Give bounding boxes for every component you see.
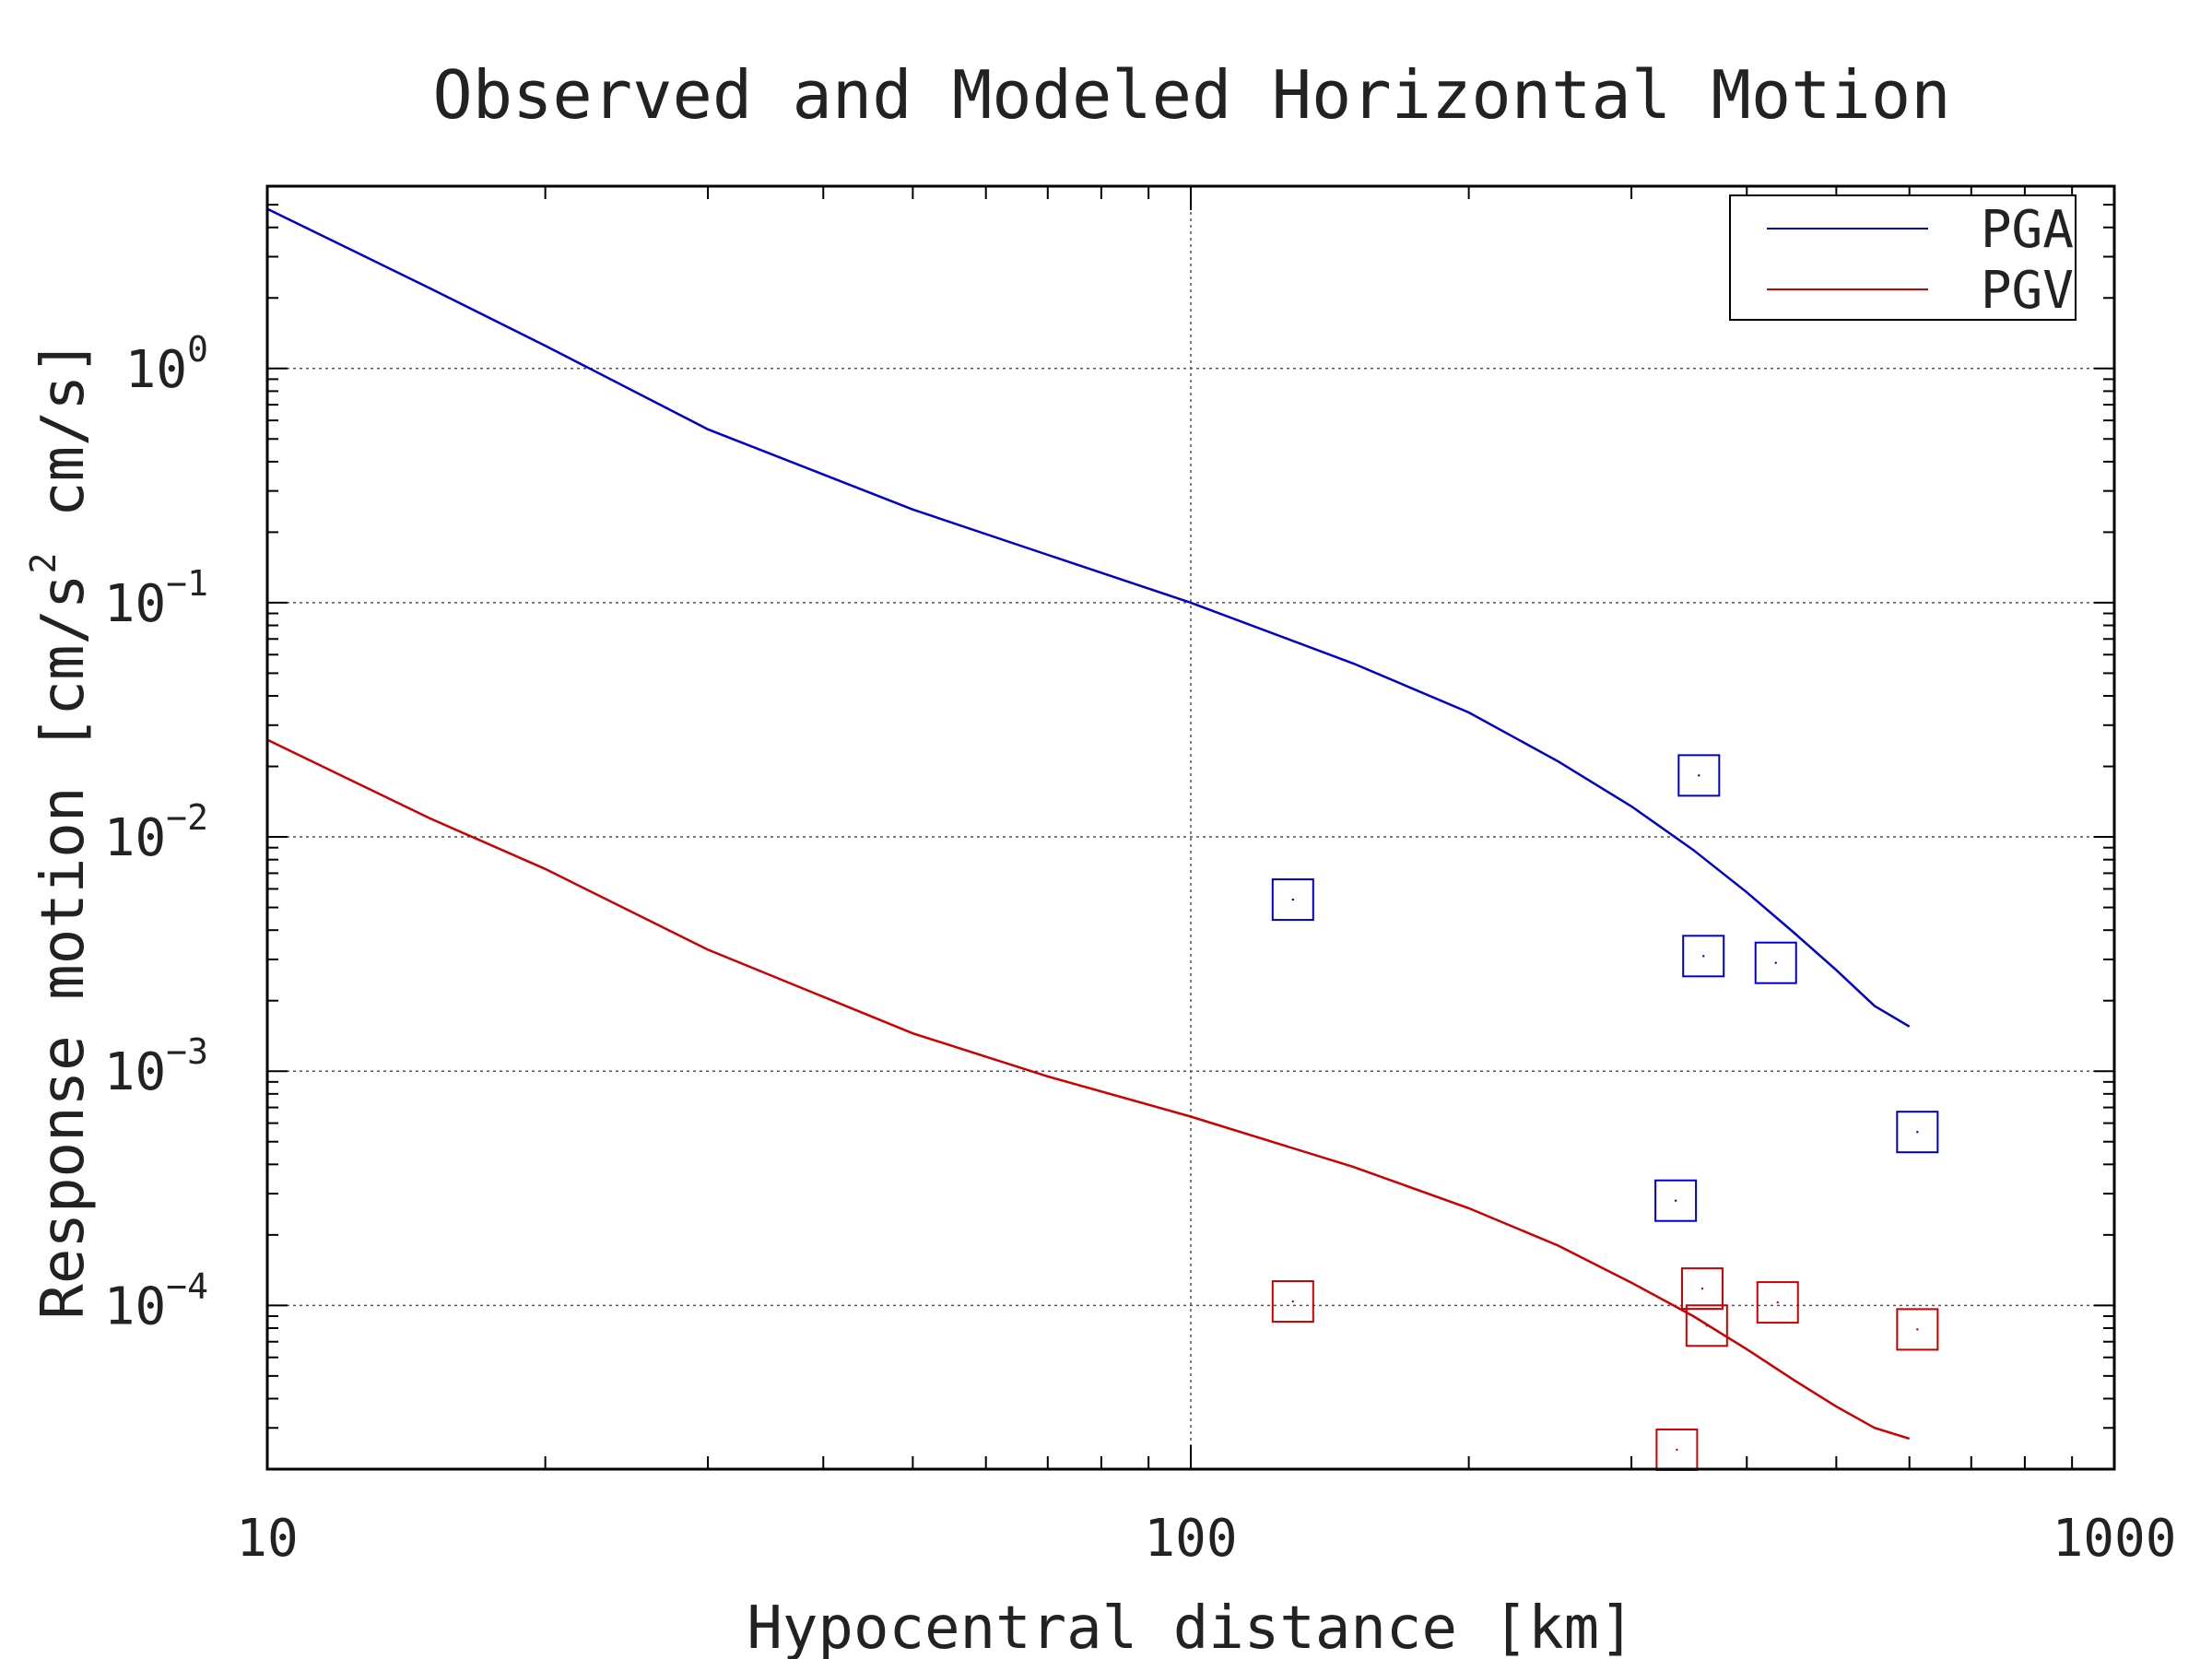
series-line-pga [266, 207, 1911, 1028]
y-tick-label-base: 10 [125, 340, 187, 400]
chart-title: Observed and Modeled Horizontal Motion [432, 56, 1950, 134]
y-axis-label-suffix: cm/s] [29, 339, 98, 552]
x-tick-label: 10 [236, 1509, 298, 1569]
series-line-pgv [266, 738, 1911, 1441]
minor-ticks [266, 186, 2115, 1469]
x-axis-label: Hypocentral distance [km] [747, 1594, 1634, 1659]
observed-marker-pga [1754, 941, 1797, 984]
y-tick-label: 10−4 [104, 1265, 208, 1336]
observed-marker-center [1702, 955, 1705, 958]
y-tick-label: 100 [125, 329, 208, 400]
y-tick-label-exp: −1 [166, 563, 208, 604]
legend-label-pga: PGA [1981, 200, 2074, 260]
observed-marker-center [1705, 1324, 1709, 1327]
observed-marker-center [1676, 1448, 1678, 1452]
observed-marker-pga [1896, 1111, 1939, 1154]
observed-marker-pga [1682, 935, 1725, 978]
legend-label-pgv: PGV [1981, 261, 2074, 321]
observed-marker-pga [1271, 878, 1314, 922]
observed-marker-center [1916, 1328, 1919, 1331]
y-axis-label-sup: 2 [23, 553, 64, 574]
observed-marker-center [1291, 1300, 1295, 1303]
observed-marker-pgv [1685, 1304, 1728, 1347]
observed-marker-center [1700, 1287, 1704, 1290]
observed-marker-pgv [1271, 1280, 1314, 1324]
observed-marker-pgv [1896, 1308, 1939, 1351]
observed-marker-center [1916, 1130, 1919, 1134]
observed-marker-pga [1677, 754, 1721, 797]
y-tick-label: 10−2 [104, 797, 208, 868]
observed-marker-center [1291, 898, 1295, 901]
y-tick-label-exp: −4 [166, 1265, 208, 1306]
y-tick-label: 10−3 [104, 1031, 208, 1102]
observed-marker-pgv [1680, 1267, 1724, 1311]
y-tick-label-base: 10 [104, 808, 166, 868]
observed-marker-center [1774, 961, 1777, 964]
y-axis-label: Response motion [cm/s2 cm/s] [23, 339, 98, 1319]
series-lines [266, 207, 1911, 1441]
legend: PGA PGV [1729, 194, 2077, 321]
y-tick-label: 10−1 [104, 563, 208, 634]
y-tick-label-exp: −2 [166, 797, 208, 838]
observed-marker-pgv [1756, 1281, 1799, 1324]
y-tick-label-exp: 0 [187, 329, 208, 370]
observed-marker-center [1674, 1199, 1677, 1202]
y-tick-label-base: 10 [104, 574, 166, 634]
y-axis-label-prefix: Response motion [cm/s [29, 573, 98, 1319]
observed-marker-center [1776, 1300, 1779, 1304]
y-tick-label-base: 10 [104, 1042, 166, 1102]
x-tick-label: 100 [1144, 1509, 1237, 1569]
legend-box [1729, 194, 2077, 321]
observed-marker-center [1698, 774, 1700, 777]
x-tick-label: 1000 [2053, 1509, 2177, 1569]
y-tick-label-base: 10 [104, 1277, 166, 1336]
observed-marker-pga [1654, 1179, 1698, 1222]
y-tick-label-exp: −3 [166, 1031, 208, 1072]
plot-frame [265, 184, 2116, 1471]
